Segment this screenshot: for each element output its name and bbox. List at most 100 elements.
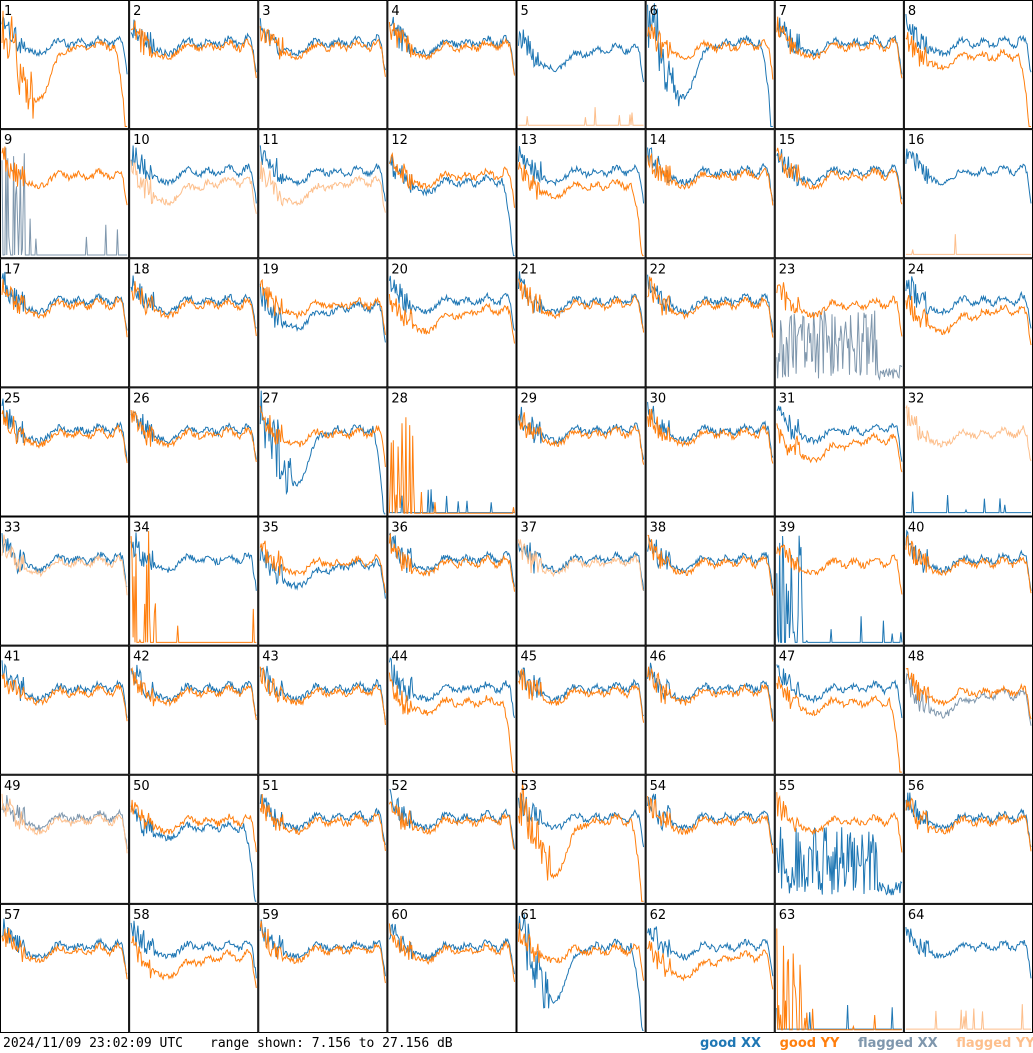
panel-33: 33 (0, 516, 130, 646)
panel-label: 48 (908, 650, 925, 665)
panel-frame (516, 903, 646, 1033)
panel-label: 14 (650, 133, 667, 148)
panel-frame (774, 645, 904, 775)
panel-label: 47 (779, 650, 796, 665)
panel-7: 7 (774, 0, 904, 130)
panel-frame (129, 0, 259, 130)
series-yy-line (647, 24, 774, 80)
panel-label: 7 (779, 4, 787, 19)
series-yy-line (647, 152, 774, 206)
panel-label: 20 (391, 262, 408, 277)
panel-label: 6 (650, 4, 658, 19)
series-yy-line (130, 160, 257, 214)
series-xx-line (259, 547, 386, 599)
panel-label: 2 (133, 4, 141, 19)
series-yy-line (518, 783, 644, 902)
panel-frame (258, 0, 388, 130)
panel-label: 33 (4, 521, 21, 536)
panel-frame (645, 0, 775, 130)
panel-frame (645, 516, 775, 646)
series-xx-line (647, 926, 774, 977)
panel-31: 31 (774, 387, 904, 517)
panel-frame (645, 387, 775, 517)
panel-label: 42 (133, 650, 150, 665)
series-yy-line (259, 405, 386, 468)
panel-frame (387, 0, 517, 130)
series-xx-line (518, 542, 645, 591)
series-yy-line (1, 279, 128, 338)
series-xx-line (776, 664, 903, 718)
panel-frame (903, 129, 1033, 259)
panel-53: 53 (516, 774, 646, 904)
panel-9: 9 (0, 129, 130, 259)
series-xx-line (776, 310, 903, 381)
panel-frame (516, 387, 646, 517)
panel-frame (516, 645, 646, 775)
panel-37: 37 (516, 516, 646, 646)
panel-frame (645, 645, 775, 775)
panel-frame (645, 258, 775, 388)
series-yy-line (776, 147, 903, 205)
panel-frame (258, 258, 388, 388)
series-yy-line (131, 936, 257, 988)
panel-2: 2 (129, 0, 259, 130)
series-xx-line (388, 154, 515, 257)
series-yy-line (905, 534, 1032, 594)
panel-label: 52 (391, 779, 408, 794)
panel-frame (387, 903, 517, 1033)
panel-15: 15 (774, 129, 904, 259)
panel-frame (903, 903, 1033, 1033)
panel-label: 29 (521, 391, 538, 406)
series-yy-line (259, 666, 386, 726)
panel-label: 16 (908, 133, 925, 148)
panel-frame (774, 0, 904, 130)
series-yy-line (647, 666, 774, 722)
series-yy-line (1, 793, 128, 854)
panel-frame (129, 516, 259, 646)
panel-41: 41 (0, 645, 130, 775)
panel-27: 27 (258, 387, 388, 517)
panel-10: 10 (129, 129, 259, 259)
panel-12: 12 (387, 129, 517, 259)
series-xx-line (518, 271, 644, 329)
panel-label: 18 (133, 262, 150, 277)
panel-label: 44 (391, 650, 408, 665)
legend-good-yy: good YY (779, 1036, 840, 1051)
panel-60: 60 (387, 903, 517, 1033)
series-yy-line (130, 667, 257, 721)
series-yy-line (518, 668, 645, 723)
panel-16: 16 (903, 129, 1033, 259)
series-xx-line (130, 805, 257, 902)
panel-label: 46 (650, 650, 667, 665)
panel-frame (129, 387, 259, 517)
panel-label: 56 (908, 779, 925, 794)
panel-38: 38 (645, 516, 775, 646)
panel-42: 42 (129, 645, 259, 775)
series-yy-line (259, 920, 386, 984)
panel-18: 18 (129, 258, 259, 388)
series-xx-line (388, 657, 515, 719)
panel-frame (0, 0, 130, 130)
series-xx-line (130, 664, 257, 717)
panel-56: 56 (903, 774, 1033, 904)
series-xx-line (1, 918, 128, 975)
series-yy-line (1, 146, 128, 206)
panel-19: 19 (258, 258, 388, 388)
panel-49: 49 (0, 774, 130, 904)
panel-frame (774, 129, 904, 259)
panel-29: 29 (516, 387, 646, 517)
panel-frame (258, 774, 388, 904)
panel-frame (774, 516, 904, 646)
series-yy-line (776, 423, 903, 473)
panel-frame (258, 129, 388, 259)
panel-label: 57 (4, 908, 21, 923)
series-xx-line (130, 410, 257, 460)
panel-label: 41 (4, 650, 21, 665)
series-xx-line (518, 146, 645, 204)
legend: good XX good YY flagged XX flagged YY (700, 1034, 1033, 1053)
panel-4: 4 (387, 0, 517, 130)
panel-frame (0, 774, 130, 904)
panel-28: 28 (387, 387, 517, 517)
panel-frame (645, 774, 775, 904)
series-xx-line (259, 390, 386, 515)
